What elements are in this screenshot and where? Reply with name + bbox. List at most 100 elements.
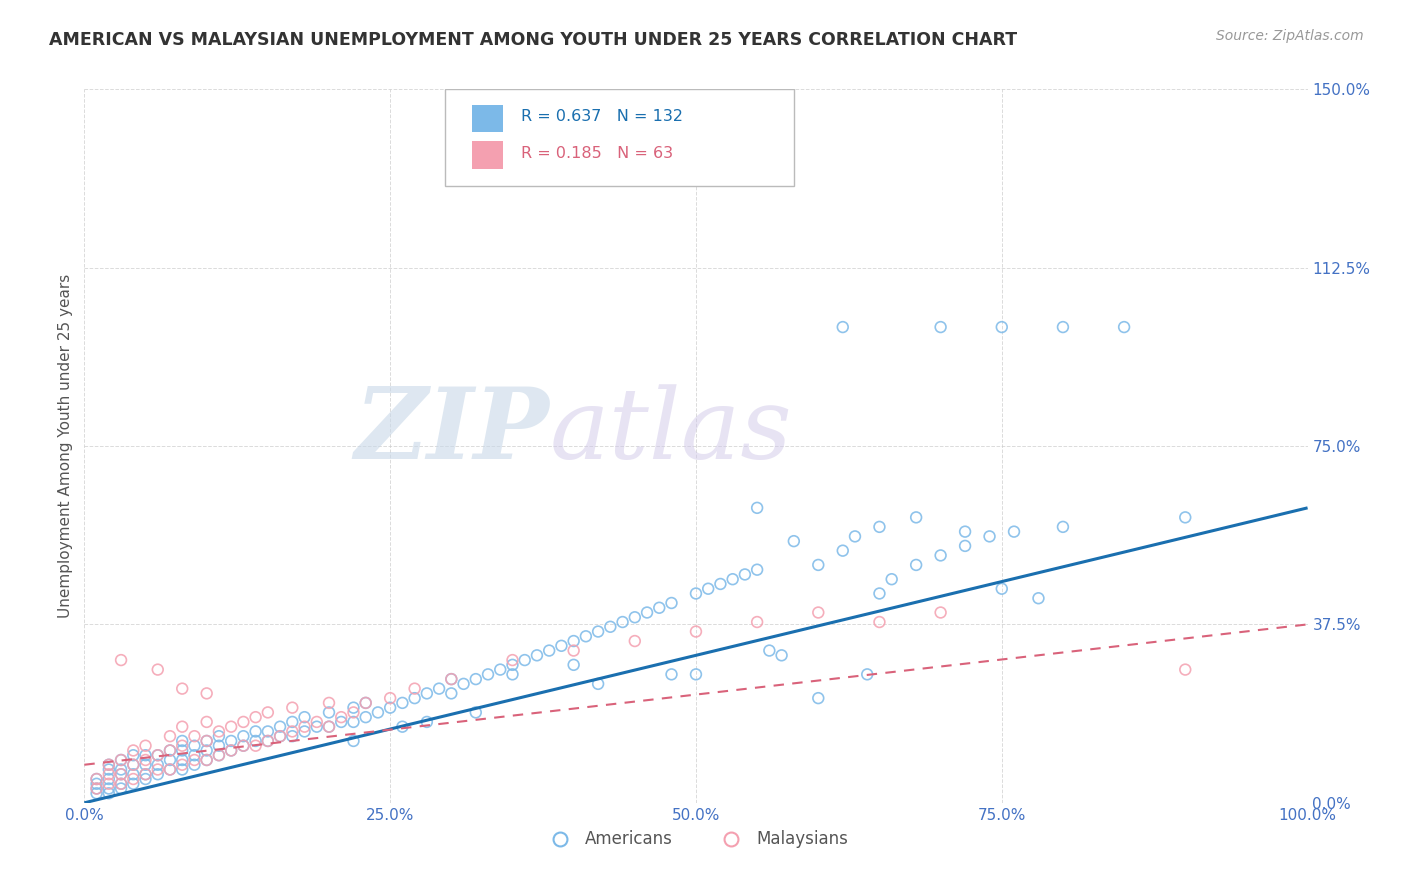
Point [624, 634, 647, 648]
Point [159, 763, 181, 777]
Point [1114, 320, 1136, 334]
Point [562, 643, 585, 657]
Point [318, 720, 340, 734]
Point [86, 786, 108, 800]
Point [562, 634, 585, 648]
Point [159, 729, 181, 743]
Point [367, 706, 389, 720]
Point [208, 724, 231, 739]
Point [1174, 663, 1197, 677]
Point [86, 781, 108, 796]
Point [146, 663, 169, 677]
Point [195, 686, 218, 700]
Point [929, 320, 952, 334]
Point [318, 696, 340, 710]
Point [195, 734, 218, 748]
Point [245, 739, 267, 753]
Point [86, 772, 108, 786]
Point [208, 748, 231, 763]
Point [624, 610, 647, 624]
Point [404, 691, 426, 706]
Point [110, 777, 132, 791]
Point [97, 767, 120, 781]
Point [526, 648, 548, 663]
Point [281, 714, 304, 729]
Point [97, 777, 120, 791]
Point [305, 720, 328, 734]
Point [183, 748, 205, 763]
Point [269, 720, 291, 734]
Point [135, 767, 157, 781]
Point [195, 753, 218, 767]
Point [330, 714, 353, 729]
Point [697, 582, 720, 596]
Point [747, 500, 769, 515]
Point [453, 677, 475, 691]
Point [342, 714, 364, 729]
Point [831, 320, 853, 334]
Point [770, 648, 793, 663]
Point [953, 539, 976, 553]
Point [648, 600, 671, 615]
Point [294, 720, 316, 734]
Point [953, 524, 976, 539]
Point [97, 757, 120, 772]
Point [135, 748, 157, 763]
Point [721, 572, 744, 586]
Point [991, 582, 1014, 596]
Point [380, 700, 402, 714]
Point [122, 757, 145, 772]
Point [342, 706, 364, 720]
Point [195, 753, 218, 767]
Point [97, 786, 120, 800]
Point [477, 667, 499, 681]
Point [183, 739, 205, 753]
Point [747, 615, 769, 629]
Point [734, 567, 756, 582]
Point [245, 724, 267, 739]
Point [146, 748, 169, 763]
Text: R = 0.185   N = 63: R = 0.185 N = 63 [522, 146, 673, 161]
Point [146, 748, 169, 763]
Point [404, 681, 426, 696]
Text: ZIP: ZIP [354, 384, 550, 480]
Point [110, 781, 132, 796]
Point [758, 643, 780, 657]
Point [869, 586, 891, 600]
Point [391, 720, 413, 734]
Point [257, 734, 280, 748]
Point [747, 563, 769, 577]
Point [135, 772, 157, 786]
Point [783, 534, 806, 549]
Point [427, 681, 450, 696]
Point [135, 753, 157, 767]
Point [122, 772, 145, 786]
Point [305, 714, 328, 729]
Point [929, 606, 952, 620]
Point [159, 743, 181, 757]
Point [905, 510, 928, 524]
Point [219, 743, 242, 757]
Point [440, 672, 463, 686]
Point [391, 696, 413, 710]
Point [110, 767, 132, 781]
Point [110, 767, 132, 781]
Point [208, 739, 231, 753]
Text: Source: ZipAtlas.com: Source: ZipAtlas.com [1216, 29, 1364, 43]
Point [172, 763, 194, 777]
Point [159, 753, 181, 767]
Point [562, 657, 585, 672]
Point [856, 667, 879, 681]
Point [1028, 591, 1050, 606]
Point [416, 714, 439, 729]
Point [489, 663, 512, 677]
Point [661, 667, 683, 681]
Point [232, 729, 254, 743]
Point [354, 696, 377, 710]
Point [183, 757, 205, 772]
Point [208, 729, 231, 743]
Legend: Americans, Malaysians: Americans, Malaysians [537, 824, 855, 855]
Point [97, 763, 120, 777]
Point [685, 667, 707, 681]
Point [232, 739, 254, 753]
